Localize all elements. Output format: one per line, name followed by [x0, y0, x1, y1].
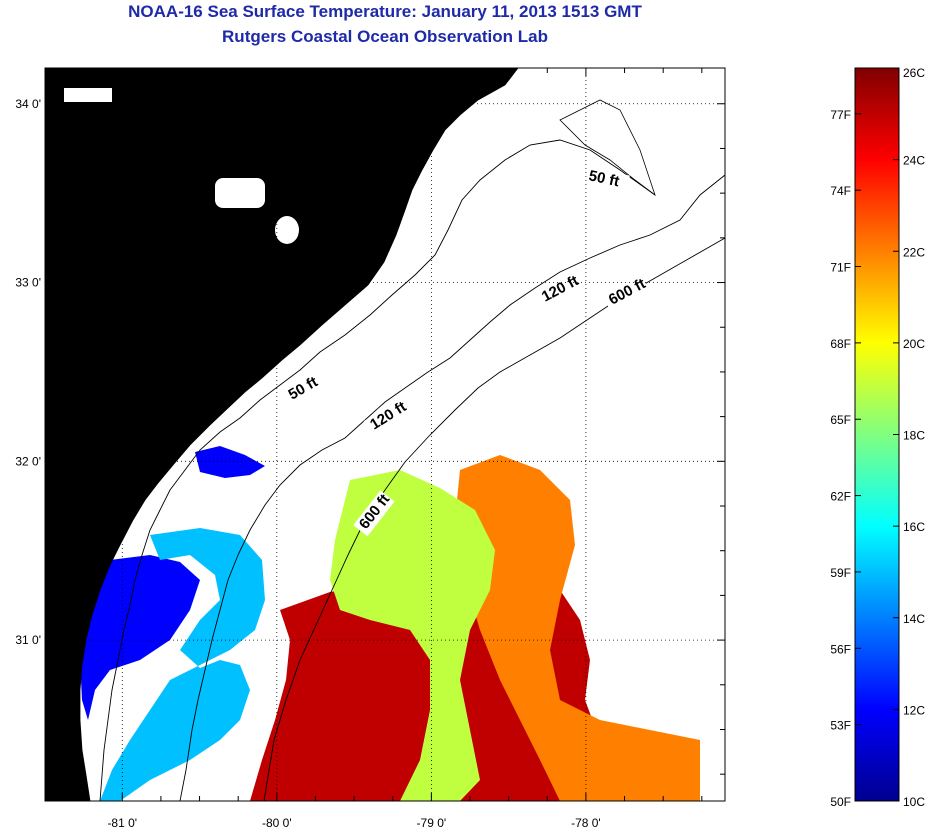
colorbar-fahrenheit-label: 59F [830, 566, 851, 580]
lat-tick-label: 34 0' [15, 97, 41, 111]
colorbar-gradient [854, 67, 900, 802]
contour-label-background [282, 368, 330, 407]
land-mass [45, 68, 519, 801]
map-title: NOAA-16 Sea Surface Temperature: January… [128, 2, 642, 21]
contour-label-background [353, 490, 395, 537]
lat-tick-label: 31 0' [15, 633, 41, 647]
map-frame [44, 67, 726, 802]
colorbar-ticks [855, 67, 899, 802]
colorbar-celsius-labels: 26C 24C 22C 20C 18C 16C 14C 12C 10C [903, 66, 925, 809]
sst-patch-cold-patch-north [195, 446, 265, 478]
colorbar-celsius-label: 24C [903, 154, 925, 168]
cloud-mask-patches [64, 88, 299, 244]
lon-tick-label: -81 0' [107, 816, 137, 830]
lon-tick-label: -80 0' [262, 816, 292, 830]
colorbar-celsius-label: 16C [903, 520, 925, 534]
colorbar-fahrenheit-label: 74F [830, 184, 851, 198]
colorbar-fahrenheit-label: 56F [830, 642, 851, 656]
lat-lon-gridlines [45, 68, 725, 801]
contour-label-background [363, 397, 411, 437]
colorbar-fahrenheit-label: 62F [830, 490, 851, 504]
sst-patch-warm-offshore-east [455, 455, 700, 801]
contour-depth-label: 50 ft [587, 167, 621, 190]
map-axis-ticks [44, 68, 725, 801]
colorbar-fahrenheit-label: 77F [830, 108, 851, 122]
colorbar-celsius-label: 10C [903, 795, 925, 809]
colorbar-celsius-label: 12C [903, 703, 925, 717]
colorbar-celsius-label: 20C [903, 337, 925, 351]
contour-label-background [583, 166, 630, 194]
lat-tick-label: 32 0' [15, 454, 41, 468]
contour-50ft [99, 139, 656, 801]
lon-tick-label: -78 0' [571, 816, 601, 830]
colorbar-fahrenheit-label: 53F [830, 719, 851, 733]
colorbar-fahrenheit-label: 71F [830, 261, 851, 275]
latitude-tick-labels: 34 0' 33 0' 32 0' 31 0' [15, 97, 41, 647]
contour-120ft [179, 174, 725, 801]
contour-label-background [602, 274, 650, 312]
lat-tick-label: 33 0' [15, 276, 41, 290]
colorbar-fahrenheit-label: 65F [830, 413, 851, 427]
sst-patch-transition-band [330, 470, 495, 801]
temperature-colorbar: 26C 24C 22C 20C 18C 16C 14C 12C 10C 77F 74F 71F 68F… [830, 66, 925, 809]
map-subtitle: Rutgers Coastal Ocean Observation Lab [222, 27, 548, 46]
colorbar-fahrenheit-label: 68F [830, 337, 851, 351]
sst-layer [70, 446, 700, 801]
colorbar-celsius-label: 14C [903, 612, 925, 626]
contour-label-background [535, 271, 583, 309]
lon-tick-label: -79 0' [417, 816, 447, 830]
colorbar-celsius-label: 22C [903, 245, 925, 259]
longitude-tick-labels: -81 0' -80 0' -79 0' -78 0' [107, 816, 600, 830]
sst-patch-cold-coastal-georgia [70, 555, 200, 720]
colorbar-celsius-label: 18C [903, 429, 925, 443]
colorbar-fahrenheit-label: 50F [830, 795, 851, 809]
colorbar-celsius-label: 26C [903, 66, 925, 80]
colorbar-fahrenheit-labels: 77F 74F 71F 68F 65F 62F 59F 56F 53F 50F [830, 108, 851, 809]
